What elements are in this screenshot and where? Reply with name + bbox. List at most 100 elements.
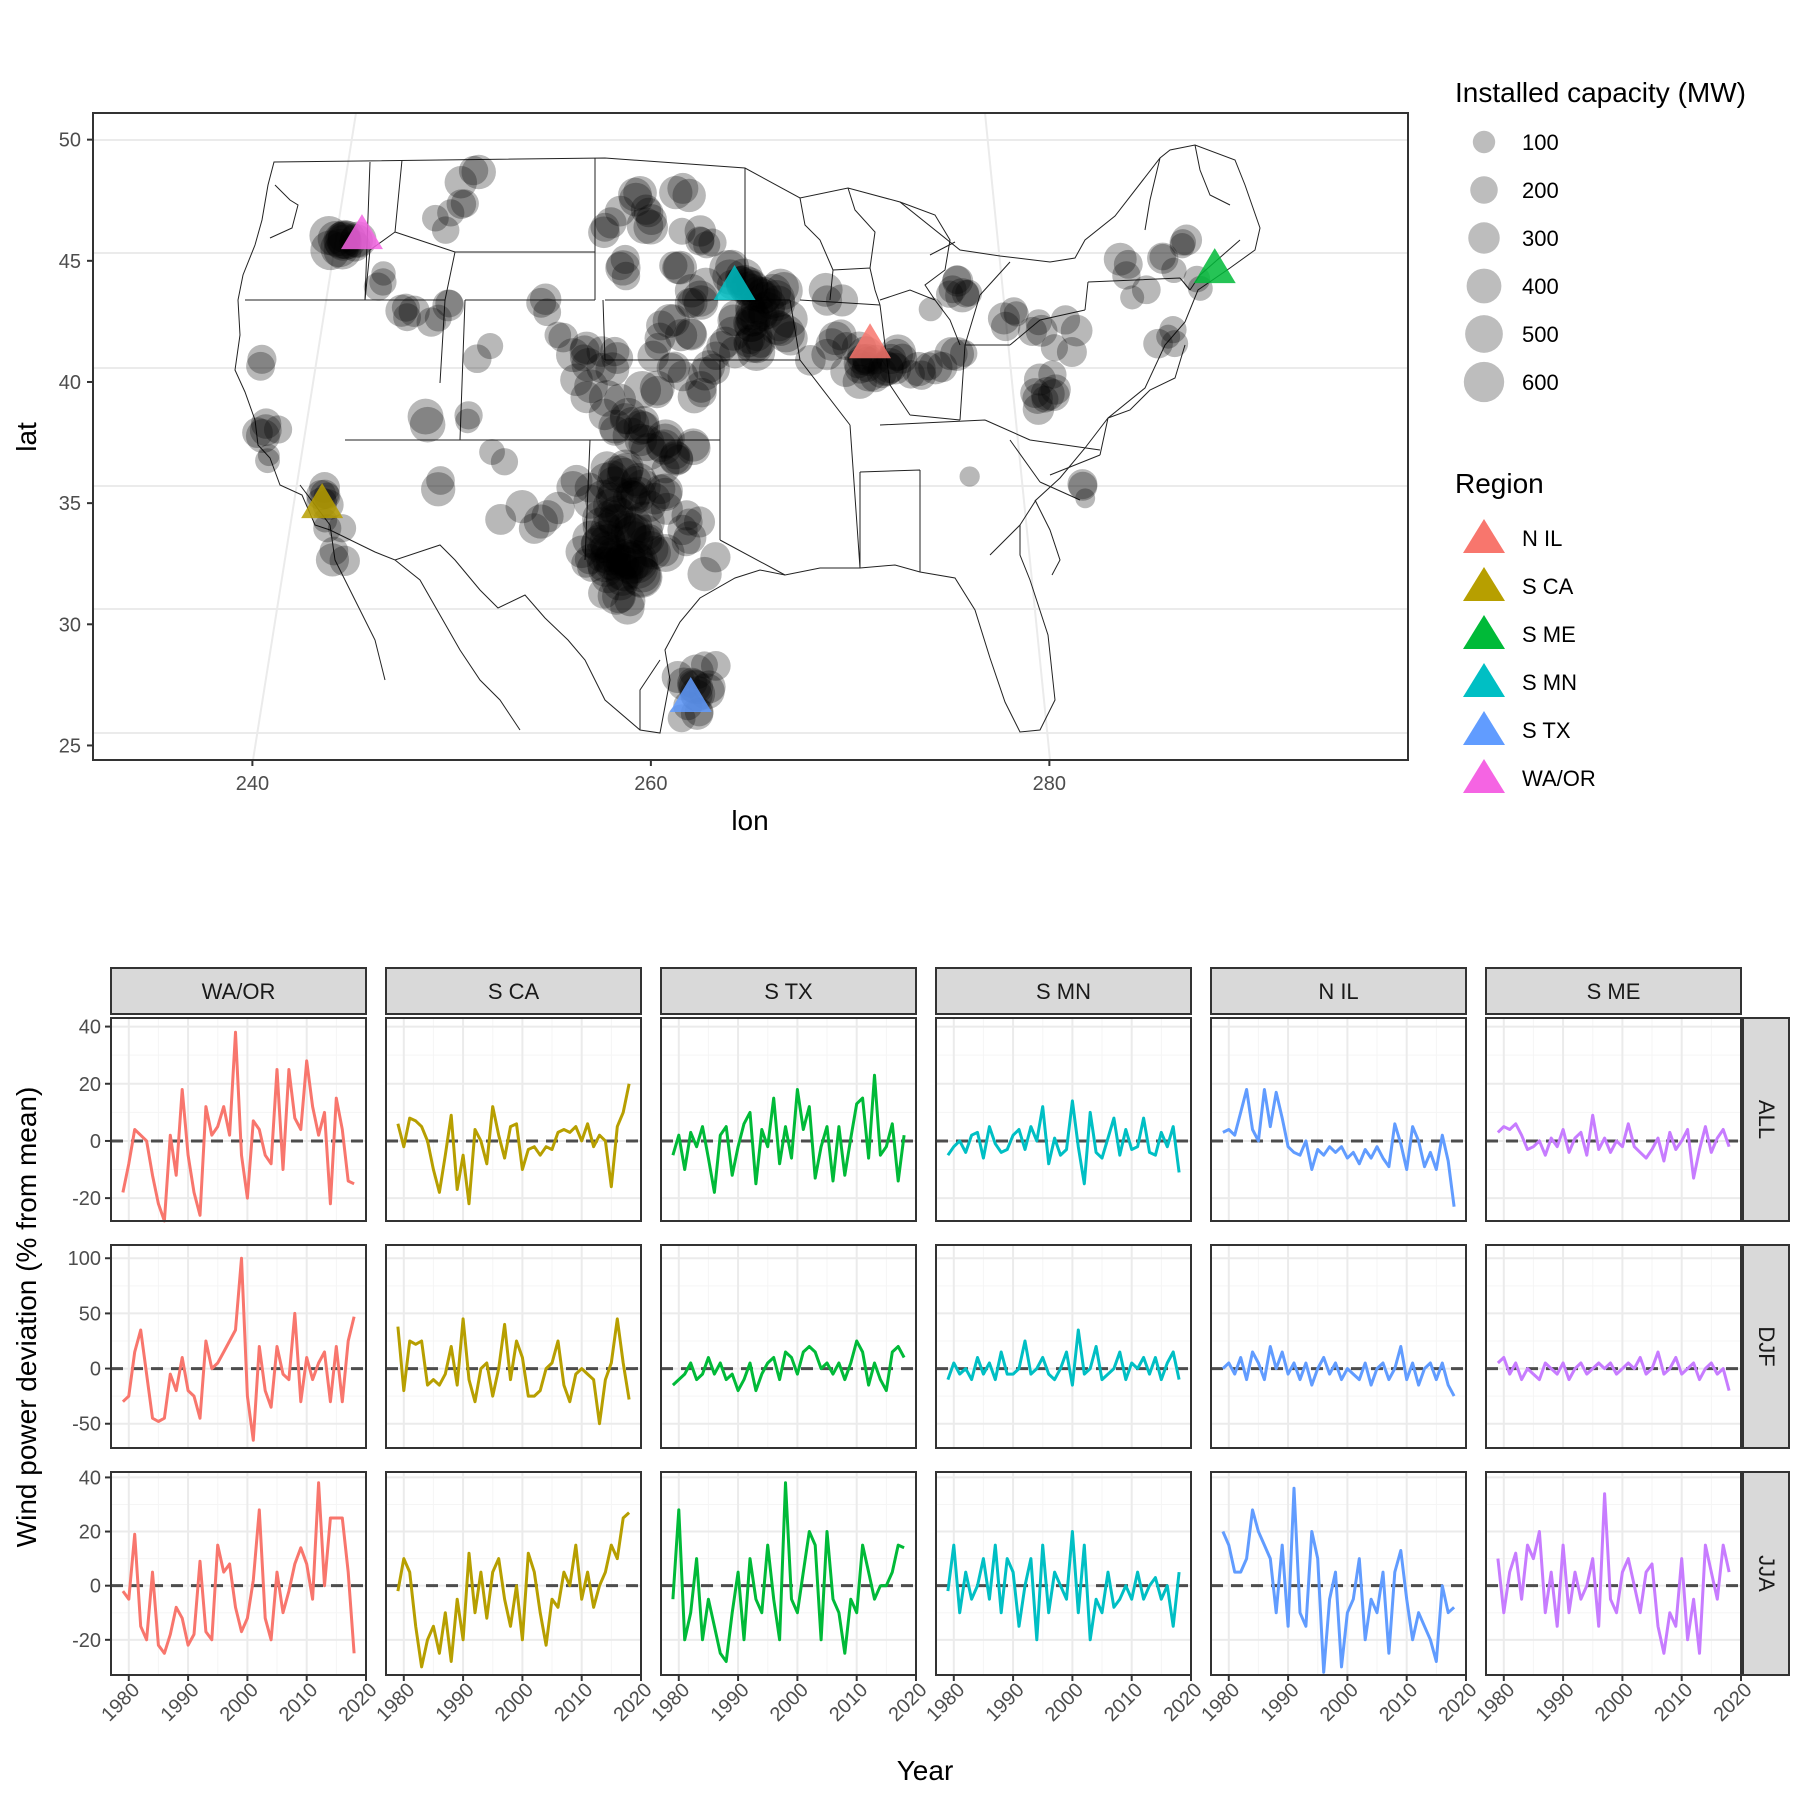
capacity-legend-circle [1468,222,1500,254]
wind-farm-point [614,540,658,584]
facet-panel-bg [111,1245,366,1448]
facet-panel-border [935,1244,1192,1449]
wind-farm-point [422,204,449,232]
wind-farm-point [646,534,685,572]
wind-farm-point [761,268,799,306]
wind-farm-point [614,514,655,555]
wind-farm-point [701,341,731,371]
wind-farm-point [490,448,519,476]
wind-farm-point [604,195,636,227]
wind-farm-point [570,344,598,372]
wind-farm-point [606,457,642,494]
wind-farm-point [1147,242,1179,274]
facet-strip-right [1742,1244,1790,1449]
wind-farm-point [765,272,803,310]
wind-farm-point [1161,257,1187,284]
wind-farm-point [327,514,357,543]
wind-farm-point [935,280,964,308]
wind-farm-point [759,309,795,345]
series-line-smn-djf [946,1328,1181,1387]
wind-farm-point [745,276,783,314]
region-legend-swatch [1463,711,1505,745]
wind-farm-point [556,338,591,373]
wind-farm-point [588,216,620,249]
wind-farm-point [678,654,714,690]
facet-strip-label: S CA [488,979,540,1004]
wind-farm-point [577,552,607,582]
wind-farm-point [825,284,859,317]
wind-farm-point [590,531,623,564]
wind-farm-point [687,377,717,408]
wind-farm-point [485,503,517,535]
wind-farm-point [571,548,601,578]
wind-farm-point [759,285,796,321]
wind-farm-point [644,322,676,354]
wind-farm-point [757,280,796,318]
wind-farm-point [595,482,628,514]
wind-farm-point [685,226,715,256]
wind-farm-point [597,476,634,513]
wind-farm-point [766,314,805,353]
wind-farm-point [603,552,642,591]
wind-farm-point [734,308,768,343]
ts-xlabel: Year [897,1755,954,1786]
wind-farm-point [620,476,657,513]
map-y-tick-label: 25 [59,735,81,757]
wind-farm-point [646,419,685,458]
wind-farm-point [1161,330,1189,358]
wind-farm-point [574,472,605,503]
facet-strip [1485,967,1742,1015]
wind-farm-point [590,451,624,485]
facet-panel-border [1210,1471,1467,1676]
wind-farm-point [676,428,710,462]
wind-farm-point [610,512,651,553]
wind-farm-point [934,337,968,371]
region-marker-smn [713,265,756,301]
facet-strip-right [1742,1017,1790,1222]
wind-farm-point [637,536,671,570]
wind-farm-point [605,539,646,580]
wind-farm-point [649,536,680,567]
wind-farm-point [942,265,972,295]
wind-farm-point [658,441,694,476]
wind-farm-point [660,440,690,470]
wind-farm-point [693,231,721,259]
wind-farm-point [569,335,600,366]
wind-farm-point [409,406,446,443]
wind-farm-point [1120,285,1145,310]
wind-farm-point [745,327,776,358]
wind-farm-point [808,272,843,307]
wind-farm-point [737,332,776,371]
wind-farm-point [574,369,608,404]
wind-farm-point [560,464,593,497]
wind-farm-point [667,514,698,546]
wind-farm-point [688,267,723,302]
wind-farm-point [600,336,630,367]
capacity-legend-circle [1463,361,1505,403]
wind-farm-point [393,303,422,332]
wind-farm-point [257,444,280,467]
facet-panel-bg [661,1472,916,1675]
facet-panel-bg [661,1245,916,1448]
wind-farm-point [1131,275,1161,305]
region-marker-waor [340,214,383,250]
capacity-legend-title: Installed capacity (MW) [1455,77,1746,108]
series-line-stx-djf [671,1339,906,1393]
series-line-waor-djf [121,1256,356,1442]
wind-farm-point [573,484,608,519]
wind-farm-point [959,466,980,487]
wind-farm-point [740,292,774,325]
wind-farm-point [614,585,646,617]
wind-farm-point [764,311,795,342]
wind-farm-point [1169,232,1195,259]
series-line-waor-jja [121,1481,356,1655]
wind-farm-point [585,520,626,560]
wind-farm-point [914,352,943,381]
facet-panel-border [385,1244,642,1449]
wind-farm-point [868,350,904,387]
wind-farm-point [586,352,617,384]
wind-farm-point [455,408,480,434]
wind-farm-point [605,563,639,596]
wind-farm-point [880,338,913,371]
facet-panel-border [1485,1017,1742,1222]
